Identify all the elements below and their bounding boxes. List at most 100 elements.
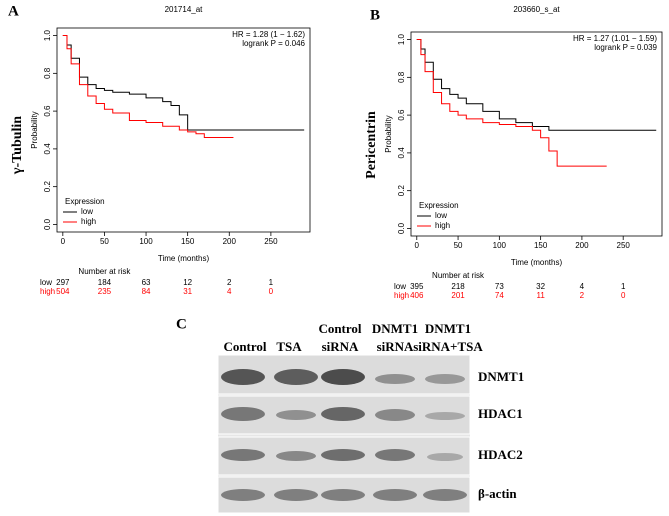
risk-count: 11: [536, 291, 545, 300]
plot-frame: [56, 27, 311, 233]
legend-title: Expression: [419, 201, 459, 210]
risk-count: 201: [451, 291, 465, 300]
risk-count: 73: [495, 282, 504, 291]
risk-count: 504: [56, 287, 70, 296]
legend-label: high: [435, 221, 450, 230]
annotation: HR = 1.28 (1 − 1.62): [232, 30, 305, 39]
risk-count: 12: [183, 278, 192, 287]
y-axis-label: Probability: [30, 111, 39, 148]
band: [274, 489, 318, 501]
legend-label: low: [81, 207, 93, 216]
risk-count: 74: [495, 291, 504, 300]
lane-label: Control: [223, 339, 266, 354]
legend-label: low: [435, 211, 447, 220]
risk-count: 0: [621, 291, 626, 300]
risk-count: 218: [451, 282, 465, 291]
band: [425, 374, 465, 384]
x-tick-label: 50: [100, 237, 109, 246]
x-tick-label: 250: [617, 241, 631, 250]
risk-count: 2: [227, 278, 232, 287]
band: [375, 374, 415, 384]
km-curve: [416, 39, 657, 131]
panel-letter: B: [370, 7, 380, 23]
risk-count: 395: [410, 282, 424, 291]
band: [321, 369, 365, 385]
band: [276, 410, 316, 420]
band: [321, 449, 365, 461]
lane-label: siRNA: [377, 339, 414, 354]
km-curve: [62, 35, 305, 131]
legend-label: high: [81, 217, 96, 226]
risk-count: 2: [580, 291, 585, 300]
risk-count: 235: [98, 287, 112, 296]
band: [276, 451, 316, 461]
risk-count: 32: [536, 282, 545, 291]
panel-letter: C: [176, 316, 187, 332]
y-tick-label: 1.0: [397, 33, 406, 45]
x-tick-label: 50: [454, 241, 463, 250]
y-tick-label: 1.0: [43, 29, 52, 41]
x-tick-label: 250: [264, 237, 278, 246]
protein-label: DNMT1: [478, 369, 524, 384]
band: [321, 489, 365, 501]
risk-row-label: high: [40, 287, 55, 296]
y-tick-label: 0.8: [43, 67, 52, 79]
x-tick-label: 0: [415, 241, 420, 250]
annotation: logrank P = 0.039: [594, 43, 657, 52]
band: [373, 489, 417, 501]
chart-title: 203660_s_at: [513, 5, 560, 14]
band: [427, 453, 463, 461]
risk-count: 4: [580, 282, 585, 291]
protein-label: HDAC1: [478, 406, 523, 421]
band: [274, 369, 318, 385]
lane-label: DNMT1: [425, 321, 471, 336]
risk-row-label: high: [394, 291, 409, 300]
risk-row-label: low: [40, 278, 52, 287]
risk-count: 184: [98, 278, 112, 287]
x-tick-label: 200: [575, 241, 589, 250]
risk-count: 4: [227, 287, 232, 296]
x-tick-label: 200: [223, 237, 237, 246]
km-curve: [62, 35, 234, 139]
risk-count: 31: [183, 287, 192, 296]
y-tick-label: 0.8: [397, 71, 406, 83]
side-label: Pericentrin: [364, 111, 379, 179]
risk-count: 63: [142, 278, 151, 287]
y-tick-label: 0.2: [43, 181, 52, 193]
band: [375, 449, 415, 461]
x-tick-label: 150: [534, 241, 548, 250]
annotation: logrank P = 0.046: [242, 39, 305, 48]
band: [375, 409, 415, 421]
band: [425, 412, 465, 420]
band: [221, 407, 265, 421]
x-axis-label: Time (months): [158, 254, 210, 263]
bands: [221, 369, 467, 501]
y-tick-label: 0.0: [43, 218, 52, 230]
y-axis-label: Probability: [384, 115, 393, 152]
risk-count: 1: [269, 278, 274, 287]
risk-table-title: Number at risk: [78, 267, 131, 276]
side-label: γ-Tubulin: [10, 116, 25, 175]
risk-row-label: low: [394, 282, 406, 291]
risk-count: 297: [56, 278, 70, 287]
lane-label: Control: [318, 321, 361, 336]
y-tick-label: 0.6: [397, 109, 406, 121]
km-curve: [416, 39, 607, 167]
band: [221, 369, 265, 385]
x-tick-label: 150: [181, 237, 195, 246]
lane-label: DNMT1: [372, 321, 418, 336]
y-tick-label: 0.4: [397, 147, 406, 159]
risk-count: 1: [621, 282, 626, 291]
legend-title: Expression: [65, 197, 105, 206]
band: [221, 449, 265, 461]
blot: [217, 354, 471, 514]
x-tick-label: 100: [493, 241, 507, 250]
y-tick-label: 0.6: [43, 105, 52, 117]
annotation: HR = 1.27 (1.01 − 1.59): [573, 34, 657, 43]
x-axis-label: Time (months): [511, 258, 563, 267]
band: [321, 407, 365, 421]
risk-count: 406: [410, 291, 424, 300]
risk-count: 0: [269, 287, 274, 296]
protein-label: β-actin: [478, 486, 517, 501]
y-tick-label: 0.0: [397, 222, 406, 234]
